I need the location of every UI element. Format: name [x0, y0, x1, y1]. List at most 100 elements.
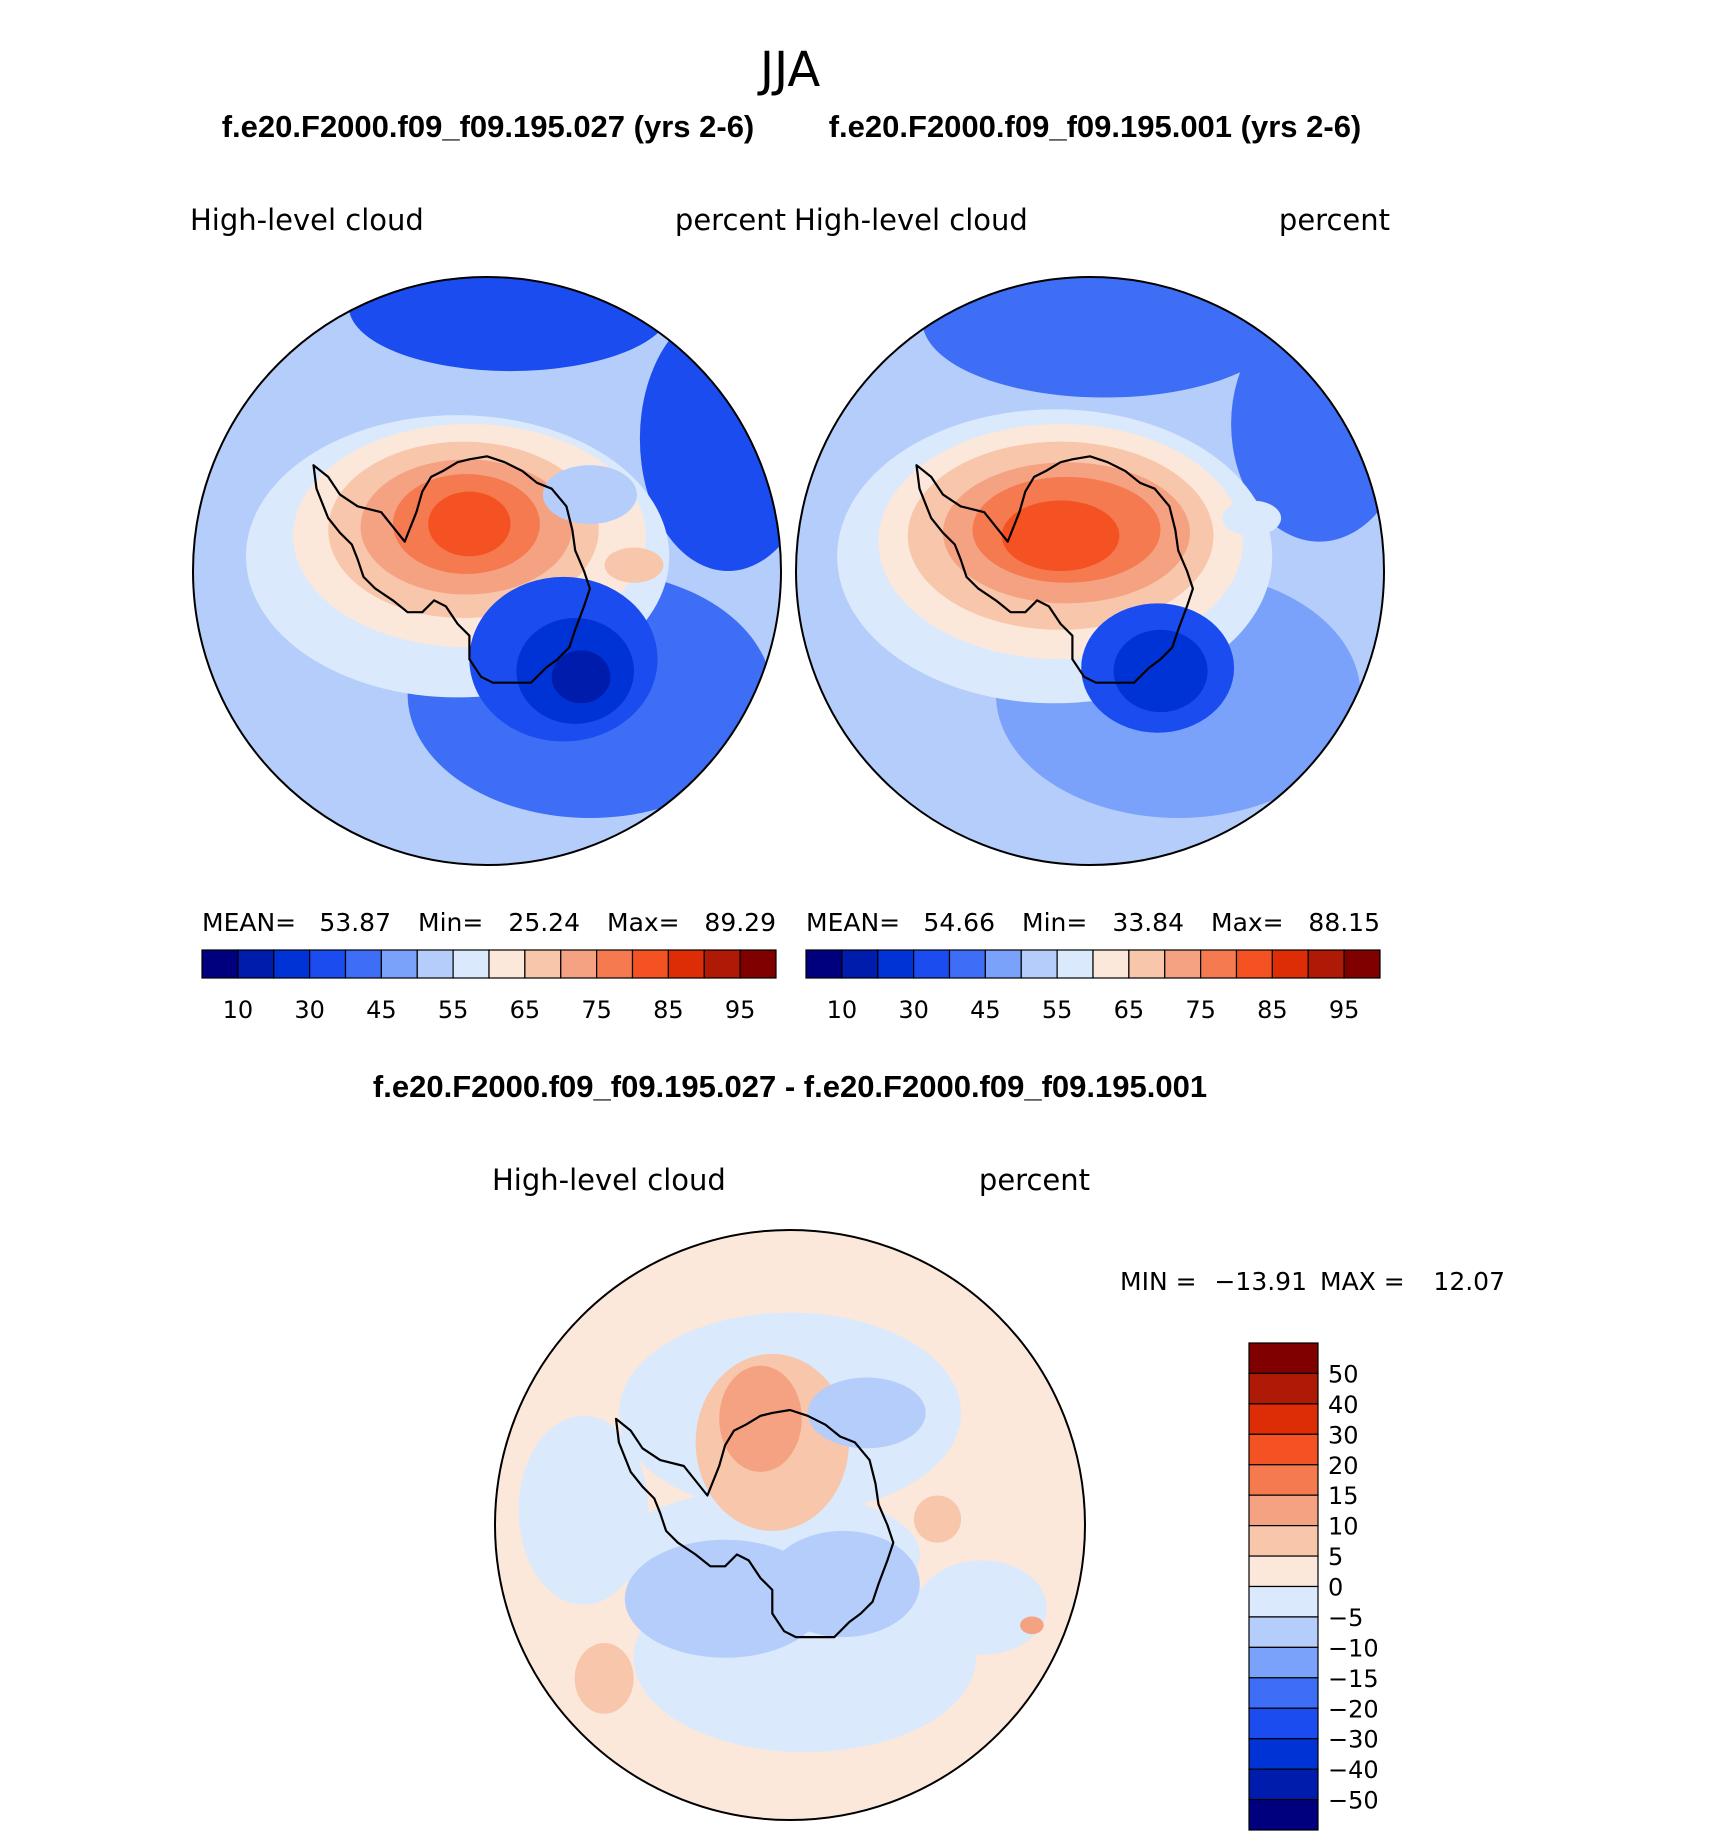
panel-b-colorbar-box-0	[805, 949, 843, 979]
panel-diff-colorbar-tick-label: 0	[1328, 1574, 1343, 1602]
panel-diff-min-label: MIN =	[1120, 1267, 1197, 1296]
panel-b-colorbar-tick-label: 65	[1114, 996, 1145, 1024]
panel-a-antarctica-coastline	[312, 455, 592, 684]
panel-b-max-label: Max=	[1211, 908, 1284, 937]
panel-b-colorbar-box-10	[1164, 949, 1202, 979]
panel-a-variable-label: High-level cloud	[190, 203, 424, 237]
panel-a-colorbar-box-11	[596, 949, 634, 979]
panel-diff-contour-fill-4	[518, 1415, 649, 1605]
panel-diff-antarctica-coastline	[614, 1408, 895, 1639]
panel-a-colorbar-tick-label: 10	[223, 996, 254, 1024]
panel-b-units-label: percent	[1279, 203, 1390, 237]
panel-diff-colorbar-tick-label: −50	[1328, 1787, 1379, 1815]
panel-b-colorbar-box-3	[913, 949, 951, 979]
panel-a-units-label: percent	[675, 203, 786, 237]
panel-diff-colorbar-box-6	[1248, 1525, 1319, 1557]
panel-b-min-value: 33.84	[1112, 908, 1184, 937]
panel-b-colorbar-box-13	[1271, 949, 1309, 979]
panel-b-colorbar-box-5	[984, 949, 1022, 979]
panel-diff-colorbar-tick-label: 10	[1328, 1513, 1359, 1541]
panel-diff-contour-fill-12	[913, 1495, 962, 1543]
panel-diff-units-label: percent	[979, 1163, 1090, 1197]
panel-diff-map-border	[494, 1229, 1086, 1821]
panel-diff-colorbar-tick-label: −40	[1328, 1756, 1379, 1784]
panel-diff-colorbar-box-1	[1248, 1372, 1319, 1405]
panel-b: High-level cloud percent MEAN= 54.66 Min…	[794, 203, 1390, 1024]
panel-b-colorbar-box-7	[1056, 949, 1094, 979]
panel-a-colorbar-tick-label: 75	[581, 996, 612, 1024]
panel-a-mean-label: MEAN=	[202, 908, 296, 937]
panel-b-colorbar-tick-label: 55	[1042, 996, 1073, 1024]
panel-a-colorbar-tick-label: 65	[510, 996, 541, 1024]
panel-b-max-value: 88.15	[1308, 908, 1380, 937]
panel-diff-colorbar-tick-label: −10	[1328, 1634, 1379, 1662]
panel-a-mean-value: 53.87	[319, 908, 391, 937]
panel-b-colorbar-box-6	[1020, 949, 1058, 979]
panel-diff-contour-fill-11	[574, 1643, 634, 1714]
panel-diff-colorbar-box-14	[1248, 1768, 1319, 1801]
panel-diff-colorbar-box-10	[1248, 1646, 1319, 1679]
panel-b-colorbar-box-12	[1235, 949, 1273, 979]
panel-a-colorbar-box-12	[631, 949, 669, 979]
panel-b-map-border	[795, 276, 1385, 866]
panel-a-colorbar-box-9	[524, 949, 562, 979]
panel-diff-colorbar-tick-label: −30	[1328, 1726, 1379, 1754]
panel-diff-colorbar-tick-label: −5	[1328, 1604, 1363, 1632]
panel-b-colorbar-tick-label: 75	[1185, 996, 1216, 1024]
panel-a-min-value: 25.24	[508, 908, 580, 937]
panel-diff-colorbar-box-4	[1248, 1464, 1319, 1496]
panel-diff-colorbar-tick-label: 40	[1328, 1391, 1359, 1419]
panel-diff-colorbar-box-9	[1248, 1616, 1319, 1648]
panel-b-colorbar-box-15	[1343, 949, 1381, 979]
panel-b-colorbar-box-2	[877, 949, 915, 979]
panel-diff-contour-fill-5	[916, 1560, 1047, 1655]
panel-a-colorbar-box-7	[452, 949, 490, 979]
panel-a-colorbar-box-6	[416, 949, 454, 979]
panel-a-colorbar-box-0	[201, 949, 239, 979]
panel-diff-colorbar-tick-label: −20	[1328, 1695, 1379, 1723]
panel-a-colorbar-box-2	[273, 949, 311, 979]
panel-b-colorbar: 10 30 45 55 65 75 85 95	[805, 949, 1381, 1024]
panel-diff-contour-fill-10	[624, 1539, 826, 1658]
panel-b-mean-label: MEAN=	[806, 908, 900, 937]
panel-b-mean-value: 54.66	[923, 908, 995, 937]
panel-a-colorbar-box-15	[739, 949, 777, 979]
panel-a-colorbar-tick-label: 95	[725, 996, 756, 1024]
panel-diff-colorbar-tick-label: 30	[1328, 1421, 1359, 1449]
panel-diff-colorbar-box-3	[1248, 1433, 1319, 1466]
panel-diff-colorbar-tick-label: 20	[1328, 1452, 1359, 1480]
panel-diff-colorbar-box-0	[1248, 1342, 1319, 1375]
panel-diff: High-level cloud percent MIN = −13.91 MA…	[492, 1163, 1505, 1831]
panel-a-contour-fill-9	[428, 491, 511, 557]
panel-a-contour-fill-12	[551, 650, 611, 704]
panel-a-map	[192, 276, 782, 866]
panel-diff-colorbar-tick-label: 5	[1328, 1543, 1343, 1571]
panel-b-colorbar-box-14	[1307, 949, 1345, 979]
panel-b-colorbar-tick-label: 85	[1257, 996, 1288, 1024]
panel-b-colorbar-box-8	[1092, 949, 1130, 979]
panel-diff-colorbar-box-15	[1248, 1798, 1319, 1831]
panel-a-colorbar-tick-label: 85	[653, 996, 684, 1024]
main-title: JJA	[757, 42, 820, 98]
panel-a-contour-fill-3	[639, 306, 781, 572]
panel-a-contour-fill-2	[348, 277, 673, 372]
panel-a-colorbar-tick-label: 45	[366, 996, 397, 1024]
panel-diff-variable-label: High-level cloud	[492, 1163, 726, 1197]
panel-diff-colorbar-box-2	[1248, 1403, 1319, 1435]
case-a-title: f.e20.F2000.f09_f09.195.027 (yrs 2-6)	[222, 109, 755, 144]
panel-a-colorbar-box-13	[667, 949, 705, 979]
panel-diff-colorbar-box-13	[1248, 1738, 1319, 1770]
panel-b-colorbar-box-11	[1200, 949, 1238, 979]
panel-diff-colorbar-box-5	[1248, 1494, 1319, 1527]
panel-b-colorbar-tick-label: 30	[898, 996, 929, 1024]
panel-b-contour-fill-9	[1001, 500, 1120, 571]
panel-diff-max-label: MAX =	[1320, 1267, 1405, 1296]
panel-diff-colorbar-tick-label: 15	[1328, 1482, 1359, 1510]
panel-b-colorbar-box-4	[948, 949, 986, 979]
panel-a-colorbar-box-1	[237, 949, 275, 979]
panel-a-min-label: Min=	[418, 908, 483, 937]
panel-diff-contour-fill-7	[719, 1365, 802, 1472]
panel-b-colorbar-tick-label: 95	[1329, 996, 1360, 1024]
